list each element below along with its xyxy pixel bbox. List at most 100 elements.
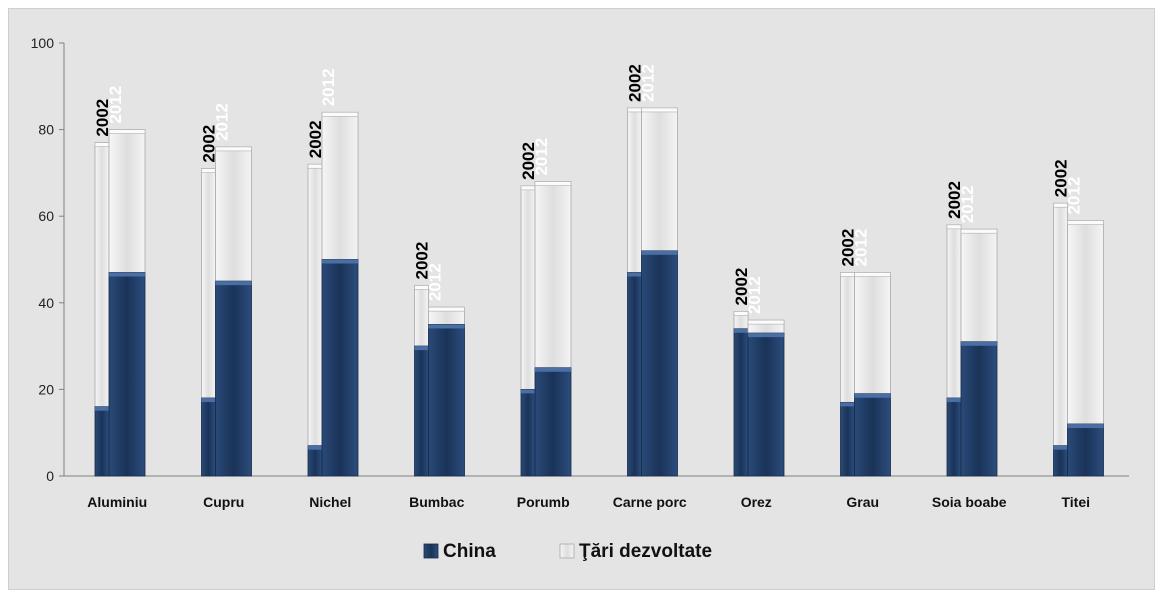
category-label: Titei (1061, 494, 1090, 510)
bar-year-label-2002: 2002 (306, 120, 325, 158)
bar-china-2012 (108, 272, 146, 477)
bar-cap-tari-dezvoltate-2012 (428, 306, 465, 312)
bar-year-label-2012: 2012 (745, 276, 764, 314)
bar-china-2012 (641, 250, 678, 477)
bar-tari-dezvoltate-2002 (307, 163, 323, 447)
bar-cap-china-2012 (109, 272, 145, 277)
bar-tari-dezvoltate-2002 (1053, 202, 1068, 447)
bar-tari-dezvoltate-2012 (854, 272, 891, 395)
bar-cap-china-2012 (1067, 424, 1104, 429)
bar-year-label-2002: 2002 (732, 268, 751, 306)
bar-cap-china-2002 (414, 346, 429, 351)
bar-china-2012 (321, 259, 359, 477)
bar-cap-tari-dezvoltate-2012 (321, 111, 359, 117)
bar-tari-dezvoltate-2002 (520, 185, 536, 390)
bar-cap-tari-dezvoltate-2002 (627, 107, 642, 113)
bar-cap-tari-dezvoltate-2002 (307, 163, 323, 169)
bar-cap-tari-dezvoltate-2002 (840, 272, 855, 277)
bar-china-2012 (428, 324, 465, 477)
category-label: Cupru (203, 494, 244, 510)
bar-china-2002 (520, 388, 536, 477)
bar-year-label-2012: 2012 (319, 68, 338, 106)
bar-cap-china-2002 (947, 398, 961, 403)
bar-year-label-2012: 2012 (958, 185, 977, 223)
y-tick-label: 40 (38, 295, 54, 311)
category-label: Orez (741, 494, 772, 510)
bar-china-2012 (854, 393, 891, 477)
bar-cap-tari-dezvoltate-2012 (1067, 220, 1104, 225)
bar-china-2012 (747, 332, 785, 477)
bar-tari-dezvoltate-2002 (201, 168, 216, 399)
bar-cap-tari-dezvoltate-2002 (946, 224, 962, 230)
bar-year-label-2002: 2002 (519, 142, 538, 180)
bar-cap-tari-dezvoltate-2002 (733, 311, 749, 316)
bar-cap-tari-dezvoltate-2012 (534, 181, 572, 186)
bar-year-label-2012: 2012 (1065, 177, 1084, 215)
bar-year-label-2012: 2012 (532, 138, 551, 176)
bar-china-2002 (201, 397, 216, 477)
y-tick-label: 100 (31, 35, 55, 51)
bar-cap-china-2012 (535, 367, 571, 372)
bar-year-label-2002: 2002 (839, 229, 858, 267)
bar-china-2012 (215, 280, 252, 477)
bar-year-label-2002: 2002 (93, 99, 112, 137)
bar-cap-china-2012 (748, 333, 784, 338)
chart-area: 0 20 40 60 80 100 2002 2012 Aluminiu 2002 2012 Cup… (8, 8, 1155, 590)
bar-year-label-2012: 2012 (639, 64, 658, 102)
y-tick-label: 80 (38, 122, 54, 138)
bar-cap-tari-dezvoltate-2002 (414, 285, 429, 290)
bar-cap-tari-dezvoltate-2012 (960, 228, 998, 234)
bar-cap-china-2002 (734, 328, 748, 333)
bar-cap-tari-dezvoltate-2002 (94, 142, 110, 147)
bar-year-label-2002: 2002 (200, 125, 219, 163)
bar-cap-china-2002 (627, 272, 642, 277)
bar-cap-china-2012 (854, 393, 891, 398)
bar-china-2002 (1053, 445, 1068, 477)
bar-year-label-2012: 2012 (426, 263, 445, 301)
legend-label-tari-dezvoltate: Ţări dezvoltate (579, 541, 712, 562)
bar-china-2002 (414, 345, 429, 477)
bar-china-2012 (1067, 423, 1104, 477)
bar-china-2002 (733, 328, 749, 477)
bar-cap-china-2012 (215, 281, 252, 286)
bar-year-label-2002: 2002 (945, 181, 964, 219)
category-label: Aluminiu (87, 494, 147, 510)
bar-cap-china-2002 (840, 402, 855, 407)
bar-year-label-2002: 2002 (1052, 159, 1071, 197)
bar-cap-tari-dezvoltate-2012 (641, 107, 678, 113)
bar-year-label-2012: 2012 (106, 86, 125, 124)
y-tick-label: 20 (38, 381, 54, 397)
y-tick-label: 60 (38, 208, 54, 224)
bar-cap-china-2002 (521, 389, 535, 394)
bar-cap-tari-dezvoltate-2012 (215, 146, 252, 152)
bar-china-2002 (307, 445, 323, 477)
bar-year-label-2012: 2012 (852, 229, 871, 267)
bar-tari-dezvoltate-2012 (1067, 220, 1104, 425)
legend-swatch-china (423, 543, 439, 559)
y-tick-label: 0 (46, 468, 54, 484)
bar-year-label-2012: 2012 (213, 103, 232, 141)
bar-tari-dezvoltate-2002 (94, 142, 110, 408)
category-label: Soia boabe (932, 494, 1007, 510)
category-label: Bumbac (409, 494, 464, 510)
bar-cap-tari-dezvoltate-2012 (108, 129, 146, 134)
bar-cap-china-2012 (641, 250, 678, 255)
category-label: Nichel (309, 494, 351, 510)
legend-label-china: China (443, 541, 496, 562)
bar-cap-china-2002 (308, 445, 322, 450)
category-label: Grau (846, 494, 879, 510)
legend-swatch-tari-dezvoltate (559, 543, 575, 559)
bar-tari-dezvoltate-2002 (946, 224, 962, 399)
bar-tari-dezvoltate-2002 (627, 107, 642, 273)
category-label: Carne porc (613, 494, 687, 510)
bar-china-2002 (627, 272, 642, 477)
bar-year-label-2002: 2002 (626, 64, 645, 102)
bar-tari-dezvoltate-2012 (108, 129, 146, 273)
bar-china-2002 (94, 406, 110, 477)
bar-cap-tari-dezvoltate-2012 (854, 272, 891, 277)
bar-cap-tari-dezvoltate-2012 (747, 319, 785, 325)
bar-cap-china-2012 (322, 259, 358, 264)
bar-cap-tari-dezvoltate-2002 (201, 168, 216, 173)
bar-tari-dezvoltate-2012 (215, 146, 252, 282)
